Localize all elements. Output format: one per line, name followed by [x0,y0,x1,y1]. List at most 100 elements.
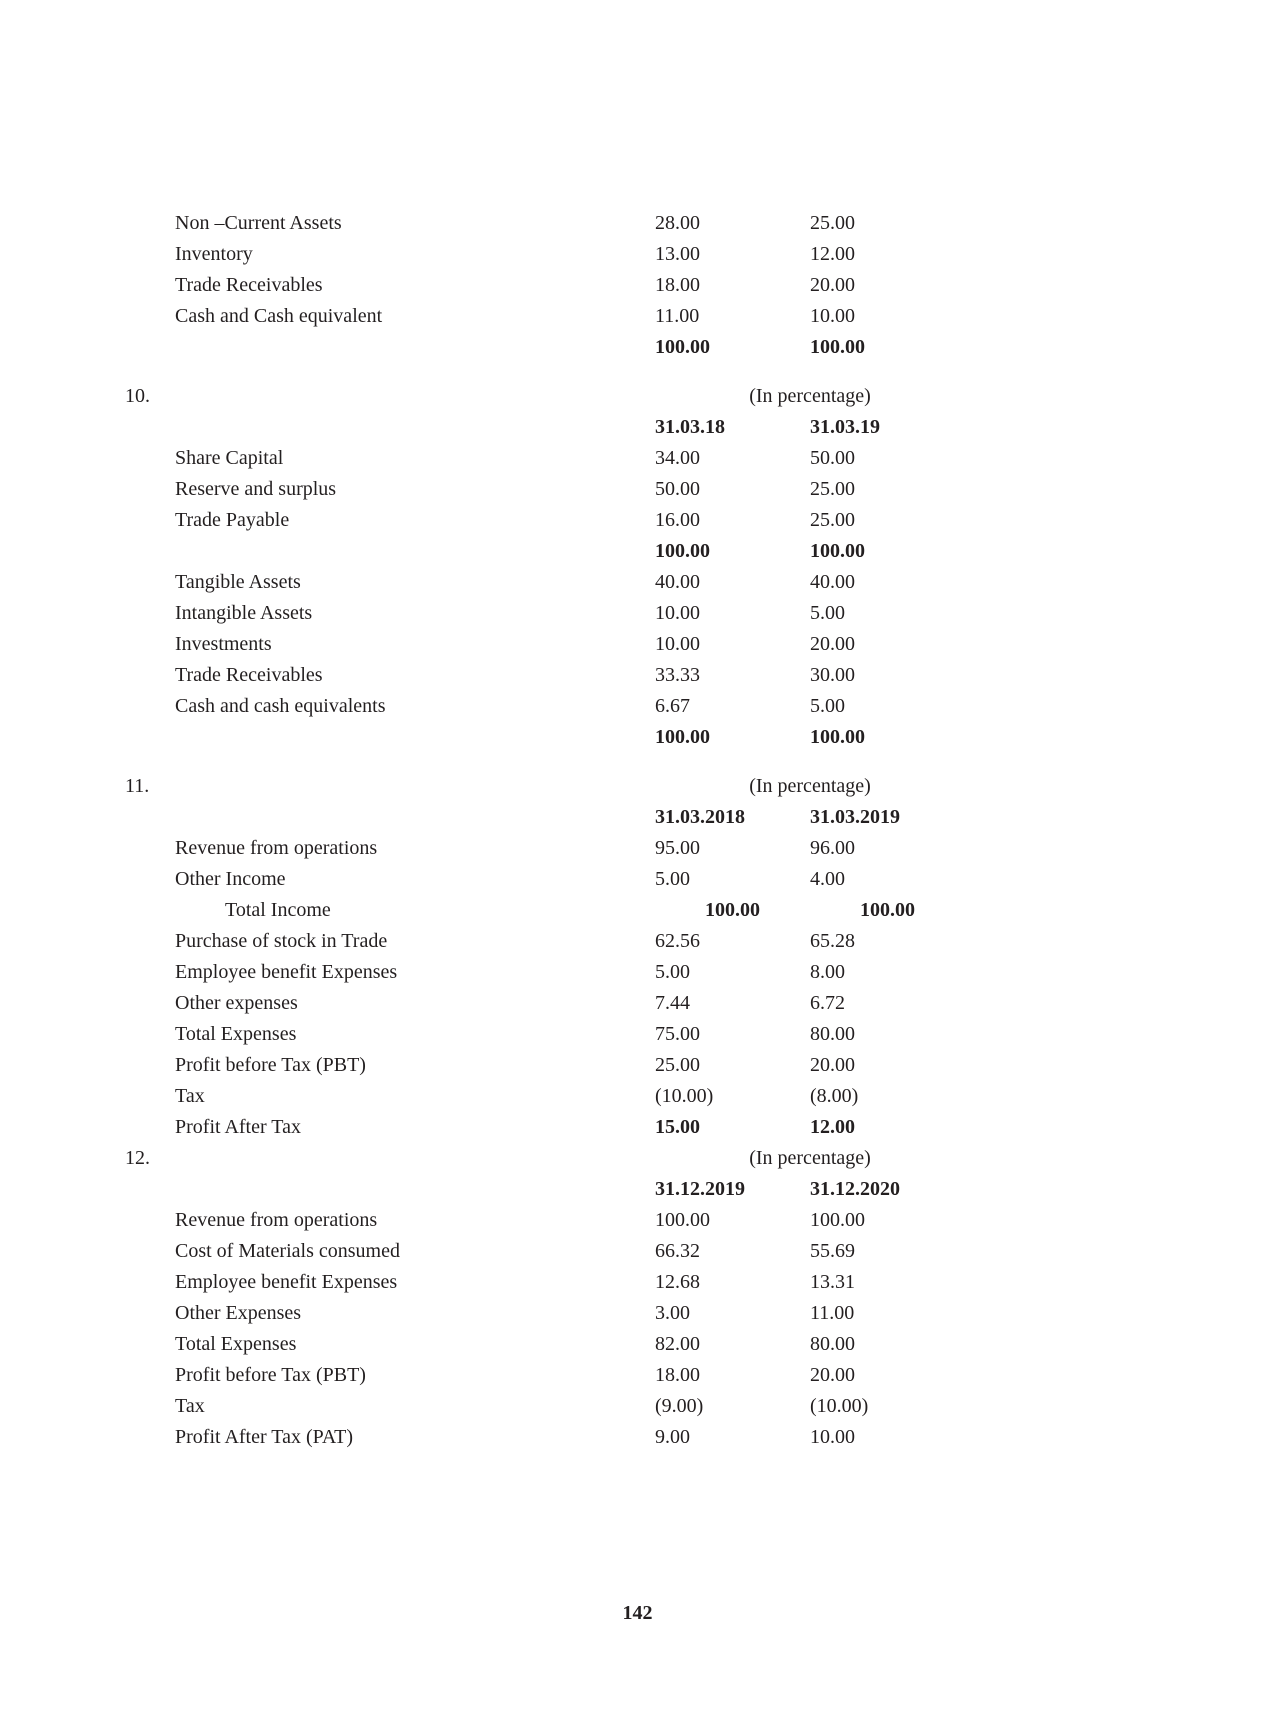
row-value-1: 82.00 [655,1329,810,1360]
row-value-1: 100.00 [655,536,810,567]
row-value-2: 40.00 [810,567,965,598]
row-value-2: 13.31 [810,1267,965,1298]
table-row: Total Expenses75.0080.00 [125,1019,1070,1050]
table-row: Employee benefit Expenses12.6813.31 [125,1267,1070,1298]
row-value-2: 50.00 [810,443,965,474]
row-value-1: 75.00 [655,1019,810,1050]
row-label: Intangible Assets [175,598,655,629]
row-value-2: 12.00 [810,1112,965,1143]
section-11: 11. (In percentage) 31.03.2018 31.03.201… [125,771,1070,1143]
table-row: Profit before Tax (PBT)25.0020.00 [125,1050,1070,1081]
row-label: Non –Current Assets [175,208,655,239]
row-value-2: 30.00 [810,660,965,691]
row-value-1: 28.00 [655,208,810,239]
row-value-2: (8.00) [810,1081,965,1112]
row-label: Profit After Tax (PAT) [175,1422,655,1453]
row-label: Profit before Tax (PBT) [175,1360,655,1391]
row-value-1: 13.00 [655,239,810,270]
row-label: Revenue from operations [175,833,655,864]
row-label: Other Expenses [175,1298,655,1329]
table-row: Investments10.0020.00 [125,629,1070,660]
section-number: 11. [125,771,175,802]
table-row: Tax(10.00)(8.00) [125,1081,1070,1112]
row-value-2: 10.00 [810,301,965,332]
header-row: 31.03.18 31.03.19 [125,412,1070,443]
unit-label: (In percentage) [655,1143,965,1174]
unit-row: 12. (In percentage) [125,1143,1070,1174]
row-value-2: 80.00 [810,1329,965,1360]
row-value-2: 25.00 [810,474,965,505]
row-value-1: 3.00 [655,1298,810,1329]
row-label: Tax [175,1391,655,1422]
row-label [175,536,655,567]
table-row: Total Income100.00100.00 [125,895,1070,926]
unit-row: 10. (In percentage) [125,381,1070,412]
row-value-2: (10.00) [810,1391,965,1422]
column-header-1: 31.03.18 [655,412,810,443]
row-label: Reserve and surplus [175,474,655,505]
table-row: Other Expenses3.0011.00 [125,1298,1070,1329]
unit-label: (In percentage) [655,771,965,802]
section-number: 12. [125,1143,175,1174]
row-number [125,208,175,239]
row-value-2: 100.00 [810,536,965,567]
row-value-1: 95.00 [655,833,810,864]
row-value-2: 80.00 [810,1019,965,1050]
table-row-total: 100.00 100.00 [125,332,1070,363]
page: Non –Current Assets 28.00 25.00 Inventor… [0,0,1275,1710]
row-value-1: 33.33 [655,660,810,691]
row-label: Tax [175,1081,655,1112]
row-label: Revenue from operations [175,1205,655,1236]
row-label: Trade Payable [175,505,655,536]
section-number: 10. [125,381,175,412]
column-header-1: 31.03.2018 [655,802,810,833]
table-row: Profit After Tax15.0012.00 [125,1112,1070,1143]
row-value-1: 66.32 [655,1236,810,1267]
section-10: 10. (In percentage) 31.03.18 31.03.19 Sh… [125,381,1070,753]
row-label: Share Capital [175,443,655,474]
column-header-2: 31.12.2020 [810,1174,965,1205]
section-12: 12. (In percentage) 31.12.2019 31.12.202… [125,1143,1070,1453]
table-row: Intangible Assets10.005.00 [125,598,1070,629]
row-label: Cost of Materials consumed [175,1236,655,1267]
row-value-1: 62.56 [655,926,810,957]
row-value-2: 65.28 [810,926,965,957]
table-row: Reserve and surplus50.0025.00 [125,474,1070,505]
section-top: Non –Current Assets 28.00 25.00 Inventor… [125,208,1070,363]
row-value-1: 11.00 [655,301,810,332]
unit-label: (In percentage) [655,381,965,412]
table-row: Share Capital34.0050.00 [125,443,1070,474]
row-value-2: 20.00 [810,270,965,301]
unit-row: 11. (In percentage) [125,771,1070,802]
row-value-2: 100.00 [810,722,965,753]
table-row: Cash and cash equivalents6.675.00 [125,691,1070,722]
row-value-1: 9.00 [655,1422,810,1453]
table-row: Non –Current Assets 28.00 25.00 [125,208,1070,239]
table-row-total: 100.00100.00 [125,536,1070,567]
row-value-2: 96.00 [810,833,965,864]
row-value-1: 7.44 [655,988,810,1019]
row-value-1: 100.00 [705,895,860,926]
row-value-1: 5.00 [655,957,810,988]
row-value-2: 100.00 [860,895,1015,926]
row-value-2: 20.00 [810,1050,965,1081]
table-row: Employee benefit Expenses5.008.00 [125,957,1070,988]
table-row: Total Expenses82.0080.00 [125,1329,1070,1360]
table-row-total: 100.00100.00 [125,722,1070,753]
row-value-1: (10.00) [655,1081,810,1112]
table-row: Cost of Materials consumed66.3255.69 [125,1236,1070,1267]
row-label: Cash and cash equivalents [175,691,655,722]
row-value-1: 10.00 [655,629,810,660]
row-value-2: 6.72 [810,988,965,1019]
row-value-1: 100.00 [655,1205,810,1236]
table-row: Purchase of stock in Trade62.5665.28 [125,926,1070,957]
row-label: Purchase of stock in Trade [175,926,655,957]
header-row: 31.03.2018 31.03.2019 [125,802,1070,833]
row-value-2: 20.00 [810,629,965,660]
row-label: Total Income [175,895,705,926]
table-row: Tax(9.00)(10.00) [125,1391,1070,1422]
table-row: Profit before Tax (PBT)18.0020.00 [125,1360,1070,1391]
row-label: Total Expenses [175,1329,655,1360]
page-number: 142 [0,1602,1275,1625]
row-value-1: 10.00 [655,598,810,629]
